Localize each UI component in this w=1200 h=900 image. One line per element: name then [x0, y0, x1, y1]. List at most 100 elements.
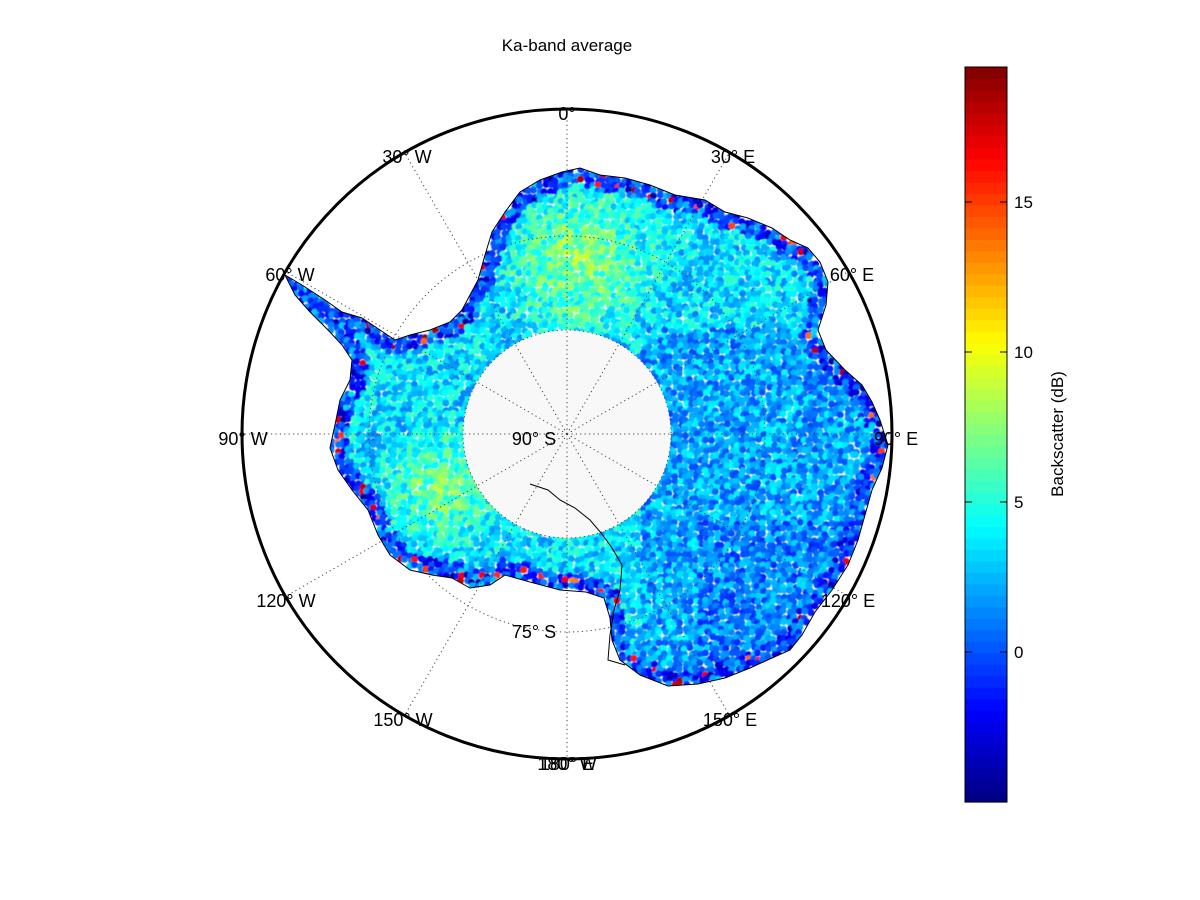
backscatter-point	[578, 182, 586, 190]
backscatter-point	[782, 285, 790, 293]
backscatter-point	[712, 290, 720, 298]
backscatter-point	[685, 230, 693, 238]
backscatter-point	[654, 217, 662, 225]
backscatter-point	[614, 310, 622, 318]
backscatter-point	[733, 316, 741, 324]
backscatter-point	[660, 198, 668, 206]
backscatter-point	[375, 436, 383, 444]
backscatter-point	[404, 466, 412, 474]
backscatter-point	[597, 176, 605, 184]
backscatter-point	[691, 243, 699, 251]
backscatter-point	[655, 529, 663, 537]
backscatter-point	[686, 213, 693, 220]
backscatter-point	[551, 222, 559, 230]
backscatter-point	[410, 540, 418, 548]
backscatter-point	[680, 296, 688, 304]
backscatter-point	[739, 296, 747, 304]
backscatter-point	[759, 254, 767, 262]
backscatter-point	[301, 295, 309, 303]
backscatter-point	[525, 269, 533, 277]
backscatter-point	[389, 524, 397, 531]
backscatter-point	[608, 212, 615, 220]
backscatter-point	[659, 555, 667, 563]
backscatter-point	[571, 217, 579, 225]
backscatter-point	[521, 260, 529, 268]
backscatter-point	[655, 275, 663, 283]
backscatter-point	[696, 514, 704, 522]
backscatter-point	[729, 248, 737, 256]
backscatter-point	[697, 399, 705, 407]
backscatter-point	[707, 318, 715, 325]
backscatter-point	[685, 266, 693, 273]
backscatter-point	[797, 295, 805, 303]
backscatter-point	[364, 327, 372, 335]
backscatter-point	[818, 300, 826, 308]
backscatter-point	[509, 217, 517, 225]
backscatter-point	[613, 327, 621, 335]
backscatter-point	[805, 253, 813, 261]
backscatter-point	[573, 264, 581, 272]
backscatter-point	[739, 238, 747, 246]
backscatter-point	[733, 228, 741, 236]
backscatter-point	[817, 306, 824, 314]
backscatter-point	[837, 503, 844, 511]
backscatter-point	[744, 321, 752, 329]
backscatter-point	[576, 254, 584, 262]
backscatter-point	[645, 269, 653, 277]
backscatter-point	[353, 316, 361, 324]
backscatter-point	[531, 196, 539, 204]
backscatter-point	[702, 264, 710, 272]
backscatter-point	[801, 259, 809, 267]
backscatter-point	[691, 550, 699, 558]
backscatter-point	[784, 248, 792, 256]
backscatter-point	[437, 364, 444, 371]
backscatter-point	[655, 222, 663, 230]
backscatter-point	[811, 483, 819, 491]
backscatter-point	[625, 297, 633, 305]
backscatter-point	[478, 503, 486, 511]
backscatter-point	[853, 399, 861, 407]
backscatter-point	[385, 409, 393, 417]
backscatter-point	[655, 307, 663, 314]
backscatter-point	[541, 244, 549, 252]
backscatter-point	[686, 207, 694, 215]
backscatter-point	[712, 513, 720, 521]
backscatter-point	[713, 232, 721, 240]
backscatter-point	[718, 322, 725, 330]
backscatter-point	[551, 321, 559, 329]
backscatter-point	[790, 290, 798, 298]
backscatter-point	[561, 202, 569, 210]
backscatter-point	[359, 379, 367, 387]
backscatter-point	[691, 457, 699, 465]
backscatter-point	[614, 229, 622, 237]
backscatter-point	[843, 509, 851, 517]
backscatter-point	[552, 249, 560, 257]
backscatter-point	[530, 264, 538, 272]
backscatter-point	[410, 561, 418, 569]
backscatter-point	[501, 229, 509, 237]
backscatter-point	[426, 504, 434, 512]
backscatter-point	[488, 264, 496, 272]
backscatter-point	[739, 290, 747, 297]
backscatter-point	[557, 280, 564, 288]
backscatter-point	[592, 316, 600, 323]
backscatter-point	[582, 291, 590, 298]
backscatter-point	[686, 471, 694, 479]
backscatter-point	[661, 203, 669, 211]
backscatter-point	[500, 223, 508, 231]
backscatter-point	[608, 263, 616, 271]
backscatter-point	[442, 399, 450, 407]
backscatter-point	[494, 233, 501, 241]
backscatter-point	[441, 462, 449, 469]
backscatter-point	[649, 243, 657, 251]
backscatter-point	[766, 238, 774, 246]
backscatter-point	[842, 446, 850, 454]
backscatter-point	[639, 233, 647, 240]
backscatter-point	[701, 436, 709, 444]
backscatter-point	[394, 348, 402, 356]
backscatter-point	[681, 432, 689, 440]
backscatter-point	[748, 405, 756, 413]
backscatter-point	[426, 337, 434, 345]
backscatter-point	[603, 193, 611, 201]
